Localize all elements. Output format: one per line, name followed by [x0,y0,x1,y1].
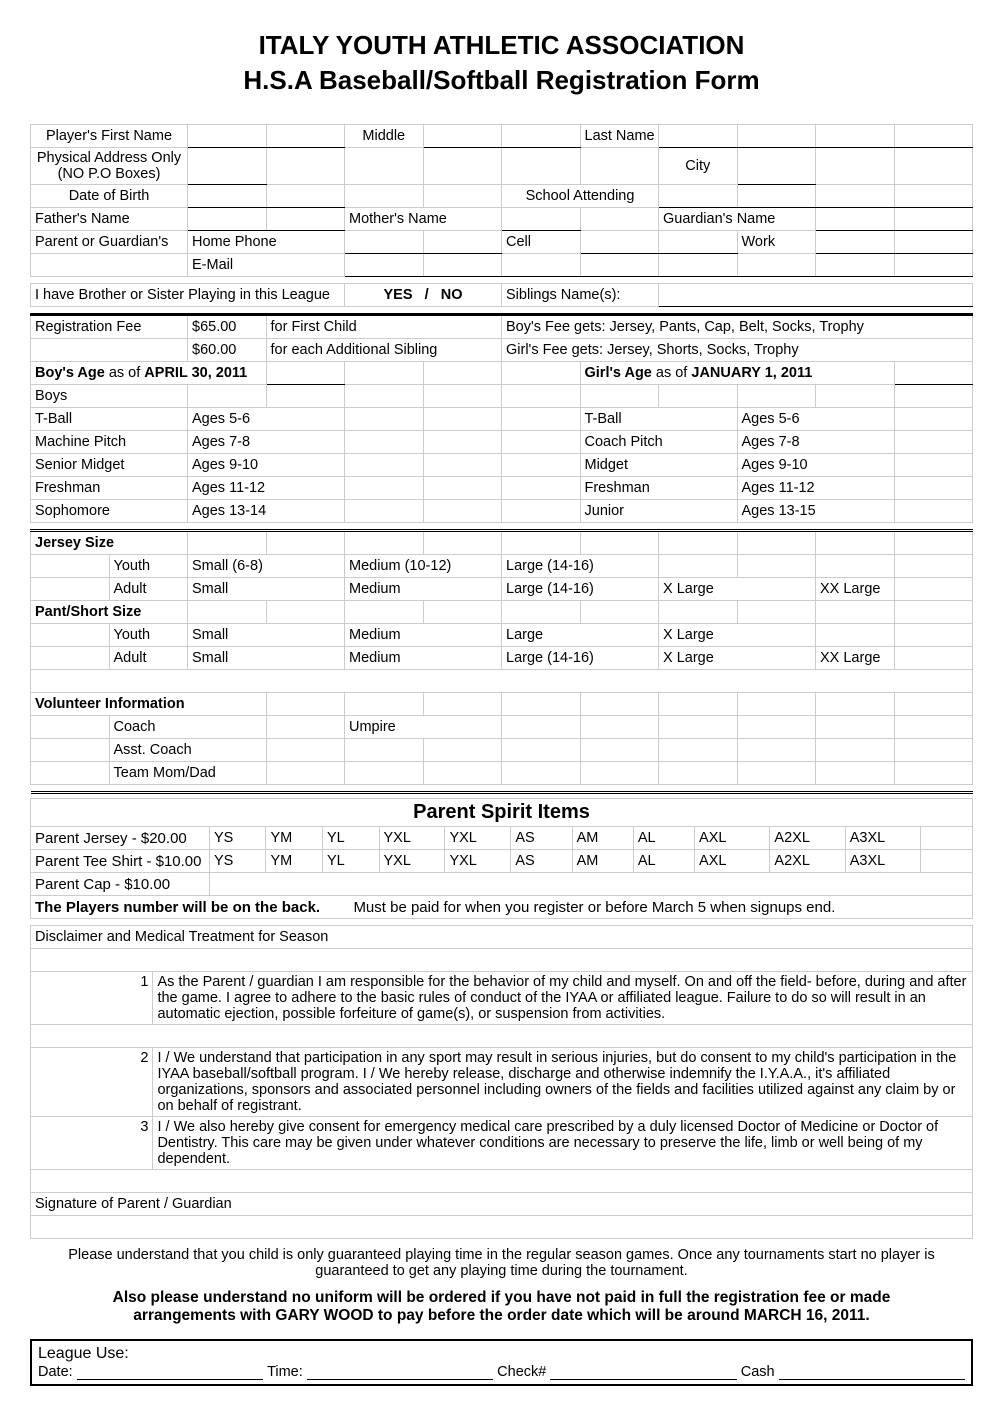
label-last-name: Last Name [580,125,659,148]
label-mother: Mother's Name [345,208,502,231]
label-cell: Cell [502,231,581,254]
label-home-phone: Home Phone [188,231,345,254]
label-school: School Attending [502,185,659,208]
label-middle: Middle [345,125,424,148]
boy-fee-gets: Boy's Fee gets: Jersey, Pants, Cap, Belt… [502,315,973,339]
label-city: City [659,148,738,185]
spirit-hdr: Parent Spirit Items [31,799,973,827]
input-school[interactable] [659,185,738,208]
input-city[interactable] [737,148,816,185]
volunteer-hdr: Volunteer Information [31,693,267,716]
girl-fee-gets: Girl's Fee gets: Jersey, Shorts, Socks, … [502,339,973,362]
title-line2: H.S.A Baseball/Softball Registration For… [30,65,973,96]
input-first-name[interactable] [188,125,267,148]
boy-age-hdr: Boy's Age as of APRIL 30, 2011 [31,362,267,385]
disclaimer-hdr: Disclaimer and Medical Treatment for Sea… [31,926,973,949]
label-guardian: Guardian's Name [659,208,816,231]
input-sibling-names[interactable] [659,284,973,307]
yes-no[interactable]: YES / NO [345,284,502,307]
label-sibling-names: Siblings Name(s): [502,284,659,307]
label-address: Physical Address Only(NO P.O Boxes) [31,148,188,185]
input-league-date[interactable] [77,1363,263,1380]
label-dob: Date of Birth [31,185,188,208]
league-use-box: League Use: Date: Time: Check# Cash [30,1339,973,1386]
input-last-name[interactable] [659,125,738,148]
form-table: Player's First Name Middle Last Name Phy… [30,124,973,794]
jersey-size-hdr: Jersey Size [31,531,188,555]
label-sibling-q: I have Brother or Sister Playing in this… [31,284,345,307]
label-first-name: Player's First Name [31,125,188,148]
girl-age-hdr: Girl's Age as of JANUARY 1, 2011 [580,362,894,385]
label-parent-guardian: Parent or Guardian's [31,231,188,254]
disclaimer-table: Disclaimer and Medical Treatment for Sea… [30,925,973,1239]
signature-line[interactable]: Signature of Parent / Guardian [31,1193,973,1216]
label-reg-fee: Registration Fee [31,315,188,339]
input-dob[interactable] [188,185,267,208]
label-work: Work [737,231,816,254]
label-father: Father's Name [31,208,188,231]
notice-playtime: Please understand that you child is only… [30,1247,973,1279]
spirit-table: Parent Spirit Items Parent Jersey - $20.… [30,798,973,925]
input-league-time[interactable] [307,1363,493,1380]
input-league-check[interactable] [550,1363,736,1380]
label-email: E-Mail [188,254,345,277]
pant-size-hdr: Pant/Short Size [31,601,188,624]
input-league-cash[interactable] [779,1363,965,1380]
title-line1: ITALY YOUTH ATHLETIC ASSOCIATION [30,30,973,61]
input-middle[interactable] [423,125,502,148]
notice-uniform: Also please understand no uniform will b… [60,1289,943,1325]
input-address[interactable] [188,148,267,185]
